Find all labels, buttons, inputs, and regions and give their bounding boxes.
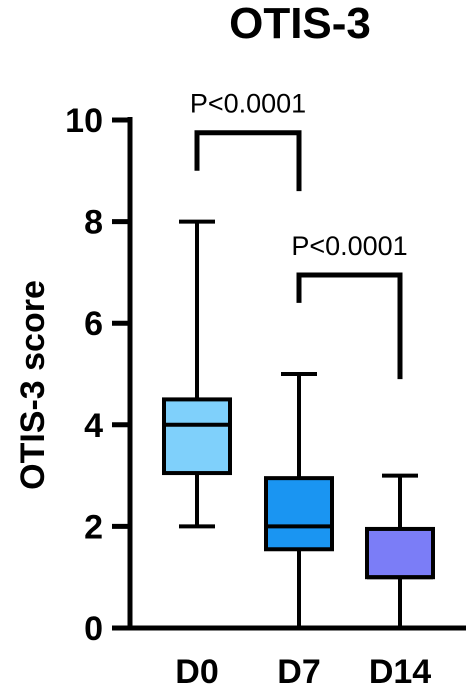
y-axis-label: OTIS-3 score <box>14 280 52 490</box>
y-tick-label: 6 <box>84 305 103 343</box>
bracket-line <box>296 272 403 380</box>
box-d14 <box>365 473 435 628</box>
significance-bracket: P<0.0001 <box>291 231 408 380</box>
y-tick-label: 10 <box>65 102 103 140</box>
y-tick-label: 2 <box>84 508 103 546</box>
box-d7 <box>264 372 334 628</box>
x-tick-label-d0: D0 <box>175 653 218 691</box>
significance-bracket: P<0.0001 <box>190 89 306 192</box>
y-tick-label: 0 <box>84 610 103 648</box>
y-tick-label: 4 <box>84 407 103 445</box>
box-d0 <box>162 219 232 529</box>
iqr-box <box>365 526 435 580</box>
chart-title: OTIS-3 <box>229 0 371 48</box>
x-tick-label-d7: D7 <box>277 653 320 691</box>
p-value-label: P<0.0001 <box>190 89 306 119</box>
x-tick-label-d14: D14 <box>369 653 431 691</box>
iqr-box <box>162 397 232 476</box>
p-value-label: P<0.0001 <box>291 231 407 261</box>
bracket-line <box>194 130 302 192</box>
y-tick-label: 8 <box>84 204 103 242</box>
iqr-box <box>264 476 334 552</box>
